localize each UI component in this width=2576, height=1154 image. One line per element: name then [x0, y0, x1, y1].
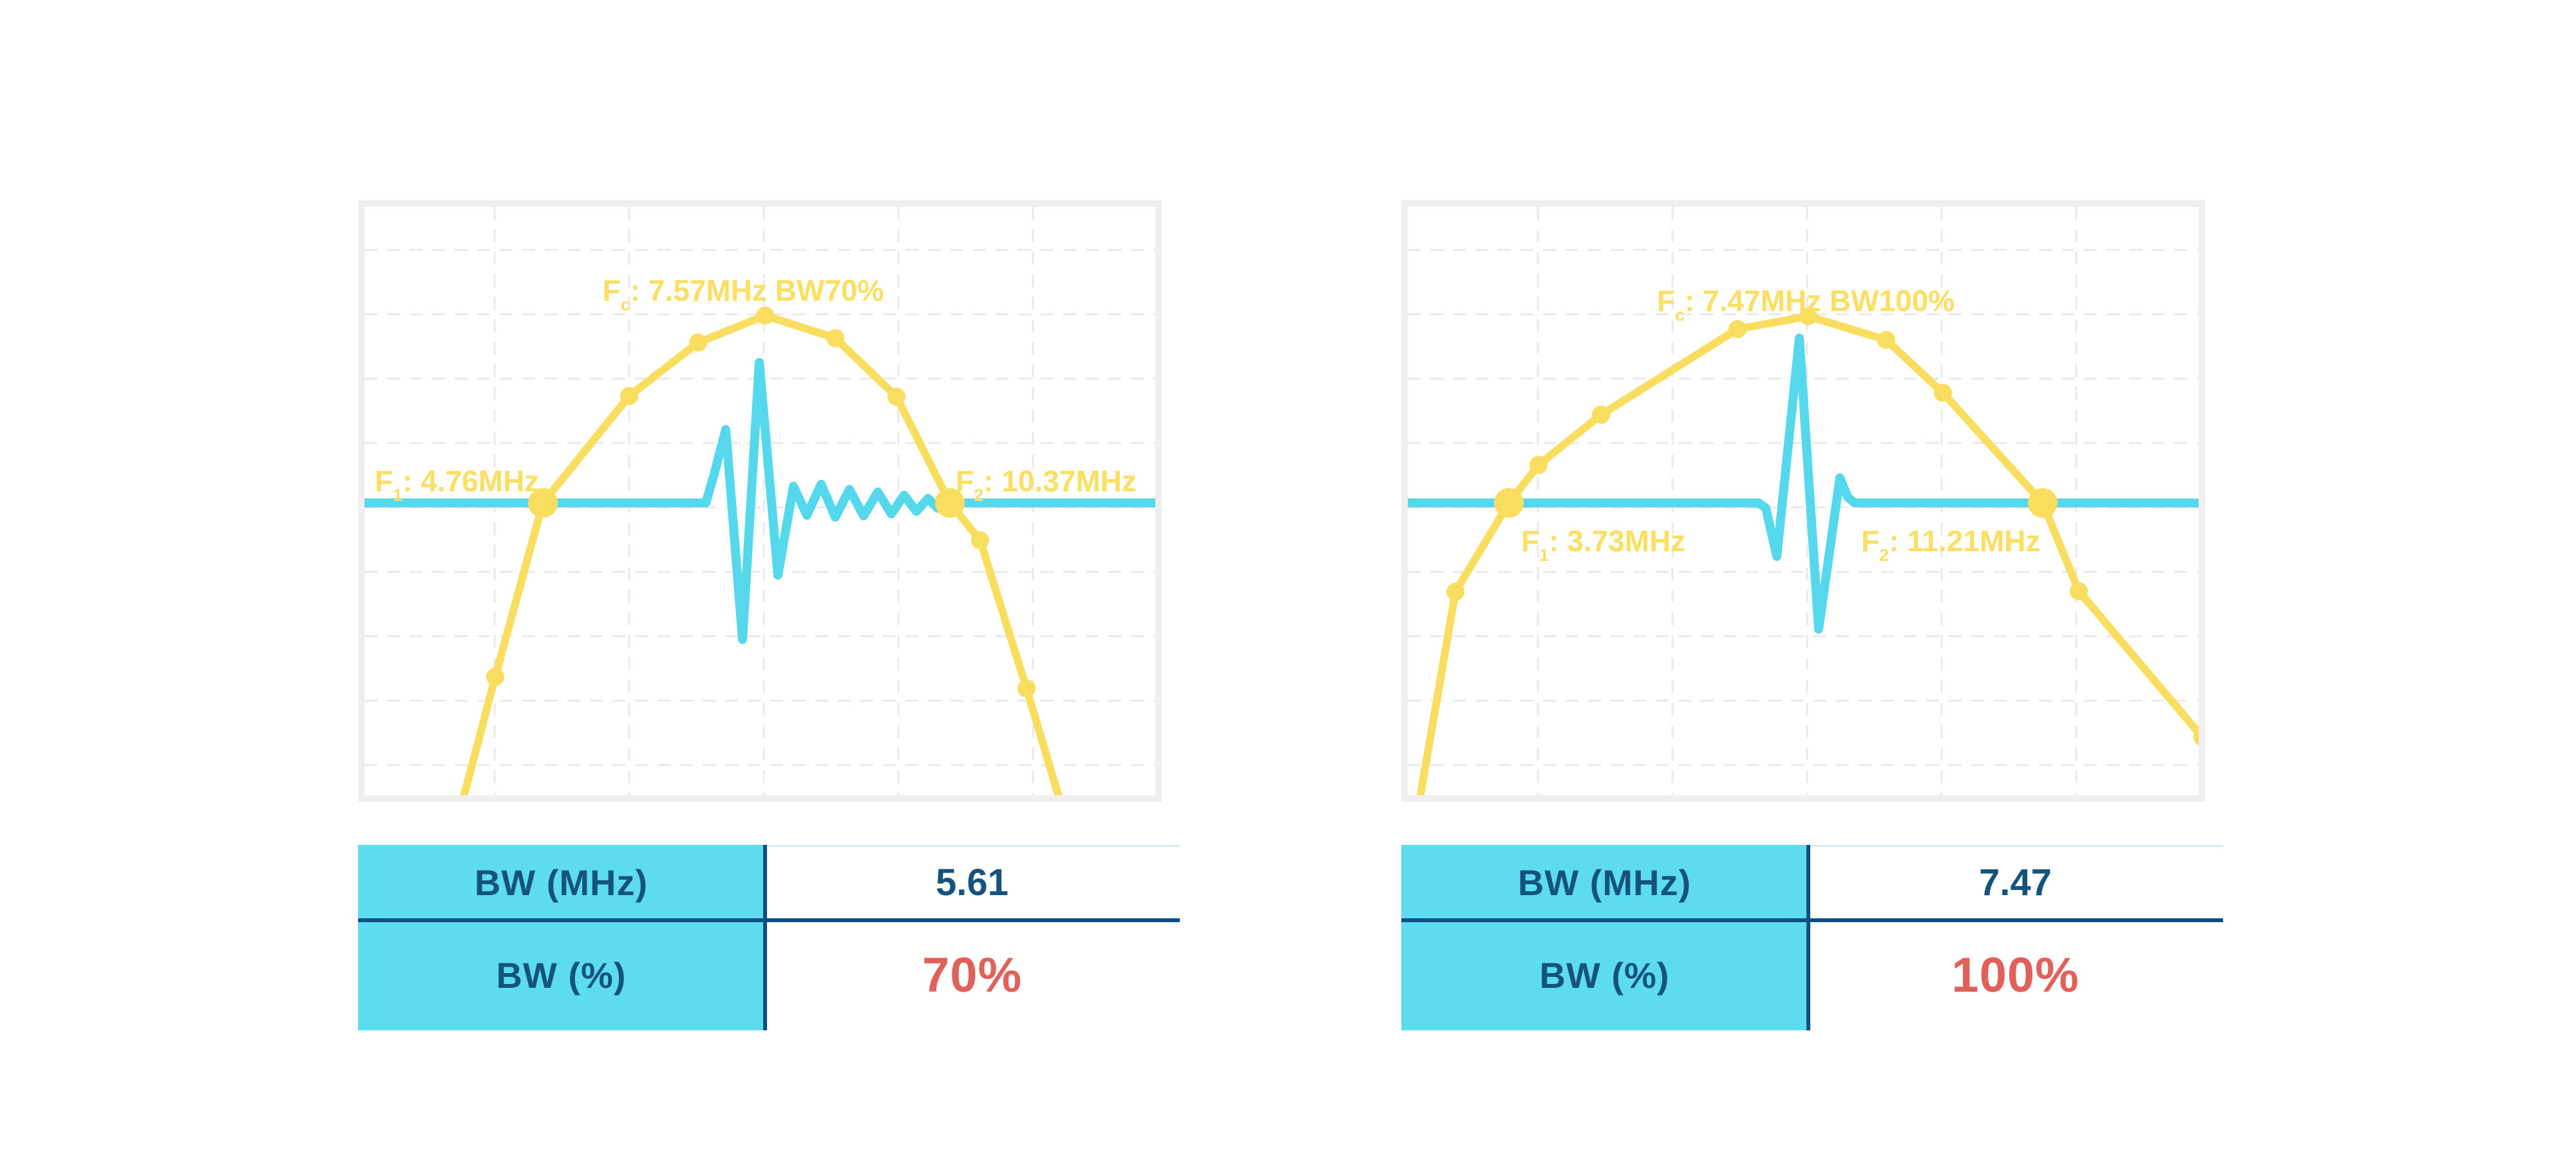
table-row: BW (MHz) 7.47 [1401, 845, 2223, 920]
spectrum-marker [826, 329, 844, 347]
fc-label: Fc: 7.57MHz BW70% [603, 274, 884, 314]
bw-pct-label: BW (%) [496, 955, 627, 996]
bw-pct-value-cell: 100% [1808, 920, 2223, 1030]
bw-table-bw70: BW (MHz) 5.61 BW (%) 70% [358, 845, 1180, 1030]
spectrum-marker [2070, 582, 2088, 600]
table-row-separator [358, 918, 1180, 922]
table-column-divider [1806, 845, 1810, 1030]
bandwidth-crossing-marker [2028, 488, 2058, 518]
spectrum-curve [458, 312, 1065, 802]
spectrum-marker [1877, 331, 1895, 349]
bandwidth-crossing-marker [935, 488, 965, 518]
panel-border [1401, 200, 2205, 802]
spectrum-marker [756, 307, 774, 325]
table-top-rule [767, 845, 1180, 847]
spectrum-marker [1728, 320, 1747, 338]
table-row: BW (%) 70% [358, 920, 1180, 1030]
panel-border [358, 200, 1162, 802]
fc-label: Fc: 7.47MHz BW100% [1657, 284, 1955, 325]
spectrum-marker [887, 388, 905, 406]
spectrum-marker [620, 387, 638, 405]
bw-mhz-value-cell: 7.47 [1808, 845, 2223, 920]
bandwidth-crossing-marker [1494, 488, 1524, 518]
spectrum-marker [689, 334, 707, 352]
chart-panel-bw70: Fc: 7.57MHz BW70% F1: 4.76MHz F2: 10.37M… [358, 200, 1162, 802]
bw-pct-label-cell: BW (%) [358, 920, 764, 1030]
spectrum-chart-bw100: Fc: 7.47MHz BW100% F1: 3.73MHz F2: 11.21… [1401, 200, 2205, 802]
f2-label: F2: 10.37MHz [956, 464, 1137, 505]
bw-pct-value-cell: 70% [764, 920, 1180, 1030]
bw-mhz-label: BW (MHz) [1517, 862, 1692, 903]
spectrum-marker [1934, 384, 1952, 402]
bw-mhz-label-cell: BW (MHz) [1401, 845, 1808, 920]
f1-label: F1: 3.73MHz [1521, 524, 1685, 565]
f1-label: F1: 4.76MHz [375, 464, 539, 505]
bw-pct-value: 70% [922, 948, 1023, 1003]
spectrum-marker [971, 531, 989, 549]
bw-mhz-value: 5.61 [936, 862, 1009, 903]
spectrum-chart-bw70: Fc: 7.57MHz BW70% F1: 4.76MHz F2: 10.37M… [358, 200, 1162, 802]
bw-mhz-label: BW (MHz) [474, 862, 649, 903]
bw-pct-value: 100% [1951, 948, 2079, 1003]
bw-pct-label-cell: BW (%) [1401, 920, 1808, 1030]
bw-mhz-value: 7.47 [1979, 862, 2052, 903]
spectrum-markers [486, 307, 1036, 697]
spectrum-marker [1446, 583, 1464, 601]
bw-mhz-label-cell: BW (MHz) [358, 845, 764, 920]
table-column-divider [763, 845, 767, 1030]
table-row: BW (MHz) 5.61 [358, 845, 1180, 920]
f2-label: F2: 11.21MHz [1861, 524, 2040, 565]
table-row-separator [1401, 918, 2223, 922]
bandwidth-crossing-marker [528, 488, 558, 518]
spectrum-marker [1018, 679, 1036, 697]
spectrum-marker [486, 668, 504, 686]
chart-panel-bw100: Fc: 7.47MHz BW100% F1: 3.73MHz F2: 11.21… [1401, 200, 2205, 802]
table-row: BW (%) 100% [1401, 920, 2223, 1030]
spectrum-curve [1415, 312, 2205, 802]
table-top-rule [1810, 845, 2223, 847]
spectrum-marker [1530, 456, 1548, 474]
spectrum-marker [1592, 406, 1610, 424]
pulse-waveform [358, 358, 1162, 644]
bw-pct-label: BW (%) [1539, 955, 1670, 996]
spectrum-marker [1799, 307, 1817, 325]
pulse-waveform [1401, 334, 2205, 634]
bw-table-bw100: BW (MHz) 7.47 BW (%) 100% [1401, 845, 2223, 1030]
bw-mhz-value-cell: 5.61 [764, 845, 1180, 920]
